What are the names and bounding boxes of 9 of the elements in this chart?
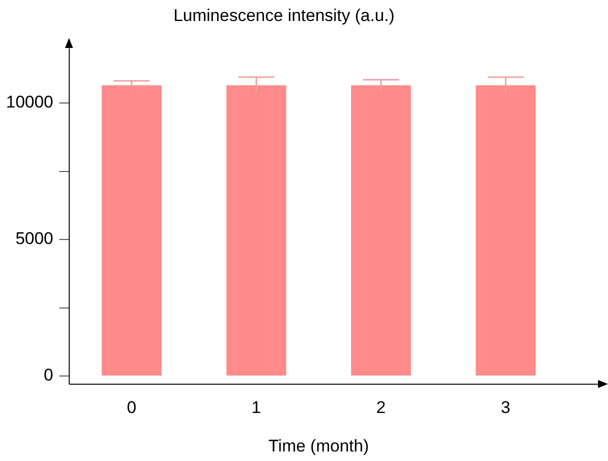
x-tick-label: 2 <box>376 398 386 418</box>
x-axis-title: Time (month) <box>268 436 369 456</box>
y-tick-label: 0 <box>44 366 54 385</box>
chart-title: Luminescence intensity (a.u.) <box>173 6 395 25</box>
y-tick-label: 10000 <box>6 92 54 112</box>
y-tick-label: 5000 <box>15 229 54 248</box>
x-tick-label: 3 <box>500 398 510 418</box>
x-tick-label: 1 <box>252 398 262 418</box>
x-tick-label: 0 <box>126 398 136 418</box>
